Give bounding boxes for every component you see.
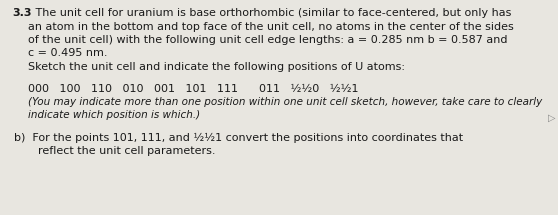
Text: b)  For the points 101, 111, and ½½1 convert the positions into coordinates that: b) For the points 101, 111, and ½½1 conv… xyxy=(14,133,463,143)
Text: ▷: ▷ xyxy=(548,113,556,123)
Text: Sketch the unit cell and indicate the following positions of U atoms:: Sketch the unit cell and indicate the fo… xyxy=(28,62,405,72)
Text: 3.3: 3.3 xyxy=(12,8,31,18)
Text: of the unit cell) with the following unit cell edge lengths: a = 0.285 nm b = 0.: of the unit cell) with the following uni… xyxy=(28,35,507,45)
Text: The unit cell for uranium is base orthorhombic (similar to face-centered, but on: The unit cell for uranium is base orthor… xyxy=(32,8,511,18)
Text: c = 0.495 nm.: c = 0.495 nm. xyxy=(28,49,108,58)
Text: (You may indicate more than one position within one unit cell sketch, however, t: (You may indicate more than one position… xyxy=(28,97,542,107)
Text: an atom in the bottom and top face of the unit cell, no atoms in the center of t: an atom in the bottom and top face of th… xyxy=(28,22,514,32)
Text: 000   100   110   010   001   101   111      011   ½½0   ½½1: 000 100 110 010 001 101 111 011 ½½0 ½½1 xyxy=(28,84,358,94)
Text: reflect the unit cell parameters.: reflect the unit cell parameters. xyxy=(38,146,215,156)
Text: indicate which position is which.): indicate which position is which.) xyxy=(28,110,200,120)
